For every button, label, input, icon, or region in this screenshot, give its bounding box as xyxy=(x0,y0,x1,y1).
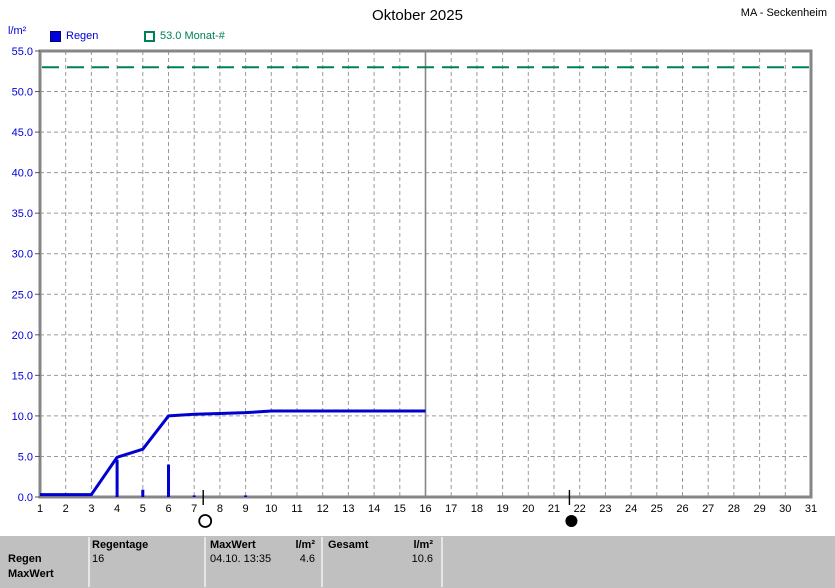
daily-rain-bar xyxy=(244,495,248,497)
page-title: Oktober 2025 xyxy=(372,7,463,24)
y-tick-label: 25.0 xyxy=(12,289,33,301)
y-tick-label: 15.0 xyxy=(12,370,33,382)
y-tick-label: 5.0 xyxy=(18,451,33,463)
footer-divider xyxy=(204,537,206,587)
daily-rain-bar xyxy=(167,464,170,497)
gesamt-header: Gesamt xyxy=(328,539,369,551)
x-tick-label: 9 xyxy=(243,503,249,515)
x-tick-label: 11 xyxy=(291,503,302,515)
x-tick-label: 18 xyxy=(471,503,483,515)
x-tick-label: 26 xyxy=(676,503,688,515)
x-tick-label: 22 xyxy=(574,503,586,515)
footer-divider xyxy=(441,537,443,587)
x-tick-label: 24 xyxy=(625,503,637,515)
rain-chart-plot: 0.0 5.0 10.0 15.0 20.0 25.0 30.0 35.0 40.0 45.0 50… xyxy=(12,46,817,528)
y-tick-label: 20.0 xyxy=(12,330,33,342)
daily-rain-bar xyxy=(141,489,145,497)
footer-divider xyxy=(321,537,323,587)
x-tick-label: 13 xyxy=(342,503,354,515)
cumulative-rain-line xyxy=(40,409,426,497)
footer-row-label-regen: Regen xyxy=(8,553,42,565)
y-axis-unit-label: l/m² xyxy=(8,25,27,37)
full-moon-icon xyxy=(198,514,213,528)
x-tick-label: 16 xyxy=(419,503,431,515)
legend-monat-label: 53.0 Monat-# xyxy=(160,30,225,42)
daily-rain-bar xyxy=(192,495,196,497)
x-tick-label: 7 xyxy=(191,503,197,515)
x-tick-label: 28 xyxy=(728,503,740,515)
y-tick-label: 55.0 xyxy=(12,46,33,58)
plot-border xyxy=(38,49,813,499)
y-tick-label: 40.0 xyxy=(12,168,33,180)
x-tick-label: 1 xyxy=(37,503,43,515)
x-tick-label: 5 xyxy=(140,503,146,515)
x-tick-label: 14 xyxy=(368,503,380,515)
legend-regen-label: Regen xyxy=(66,30,99,42)
x-tick-label: 8 xyxy=(217,503,223,515)
x-tick-label: 30 xyxy=(779,503,791,515)
x-tick-label: 2 xyxy=(63,503,69,515)
gesamt-unit-header: l/m² xyxy=(413,539,433,551)
y-tick-label: 30.0 xyxy=(12,249,33,261)
x-tick-label: 27 xyxy=(702,503,714,515)
x-tick-label: 6 xyxy=(165,503,171,515)
x-tick-label: 29 xyxy=(753,503,765,515)
x-tick-label: 3 xyxy=(88,503,94,515)
legend-item-regen: Regen xyxy=(50,30,98,42)
x-tick-label: 20 xyxy=(522,503,534,515)
regentage-value: 16 xyxy=(92,553,105,565)
summary-info-bar: Regen MaxWert Regentage 16 MaxWert l/m² … xyxy=(0,536,835,588)
x-tick-label: 12 xyxy=(317,503,329,515)
maxwert-datetime: 04.10. 13:35 xyxy=(210,553,272,565)
y-tick-label: 0.0 xyxy=(18,492,33,504)
monat-swatch-icon xyxy=(144,30,155,42)
maxwert-value: 4.6 xyxy=(299,553,315,565)
y-tick-label: 10.0 xyxy=(12,411,33,423)
station-name: MA - Seckenheim xyxy=(740,7,827,19)
x-tick-label: 10 xyxy=(265,503,277,515)
regen-swatch-icon xyxy=(50,30,61,42)
y-tick-label: 35.0 xyxy=(12,208,33,220)
x-tick-label: 31 xyxy=(805,503,817,515)
footer-row-label-maxwert: MaxWert xyxy=(8,568,54,580)
x-tick-label: 15 xyxy=(394,503,406,515)
x-tick-label: 17 xyxy=(445,503,457,515)
regentage-header: Regentage xyxy=(92,539,149,551)
maxwert-header: MaxWert xyxy=(210,539,256,551)
footer-divider xyxy=(88,537,90,587)
legend-item-monat: 53.0 Monat-# xyxy=(144,30,225,42)
gesamt-value: 10.6 xyxy=(411,553,433,565)
y-tick-label: 45.0 xyxy=(12,127,33,139)
x-tick-label: 19 xyxy=(496,503,508,515)
x-tick-label: 23 xyxy=(599,503,611,515)
x-tick-label: 25 xyxy=(651,503,663,515)
x-tick-label: 21 xyxy=(548,503,560,515)
maxwert-unit-header: l/m² xyxy=(295,539,315,551)
daily-rain-bar xyxy=(115,459,119,497)
y-tick-label: 50.0 xyxy=(12,87,33,99)
new-moon-icon xyxy=(565,515,578,527)
x-tick-label: 4 xyxy=(114,503,120,515)
